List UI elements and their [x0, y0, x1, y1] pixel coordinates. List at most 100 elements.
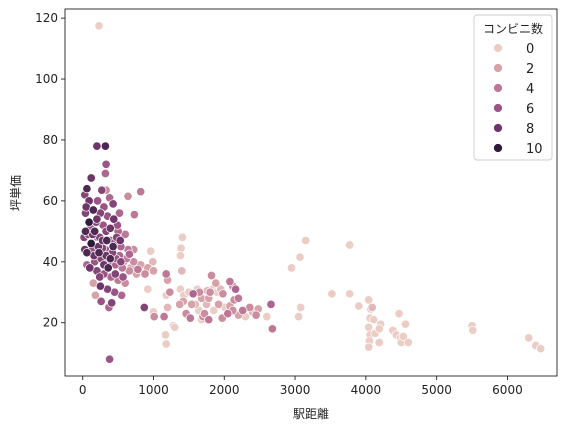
data-point: [90, 290, 100, 300]
legend-marker: [493, 123, 503, 133]
legend-marker: [493, 143, 503, 153]
data-point: [161, 339, 171, 349]
y-tick-label: 120: [35, 11, 58, 25]
data-point: [364, 342, 374, 352]
data-point: [105, 223, 115, 233]
data-point: [536, 344, 546, 354]
data-point: [400, 319, 411, 329]
data-point: [175, 299, 185, 309]
y-tick-label: 40: [43, 255, 58, 269]
data-point: [177, 266, 187, 276]
data-point: [129, 210, 139, 220]
legend-entries: 0 2 4 6 8 10: [493, 42, 543, 157]
x-tick-label: 4000: [351, 383, 382, 397]
data-point: [146, 246, 156, 256]
y-tick-label: 100: [35, 72, 58, 86]
x-tick-label: 5000: [421, 383, 452, 397]
data-point: [206, 270, 217, 281]
data-point: [165, 287, 175, 297]
data-point: [225, 277, 235, 287]
data-point: [296, 302, 306, 313]
data-point: [139, 302, 149, 313]
data-point: [364, 295, 374, 305]
data-point: [176, 243, 186, 253]
data-point: [92, 214, 102, 224]
data-point: [114, 208, 125, 218]
data-point: [115, 235, 125, 246]
legend-label: 8: [526, 122, 534, 137]
legend-label: 2: [526, 62, 534, 77]
data-point: [364, 322, 374, 332]
x-tick-label: 6000: [492, 383, 523, 397]
y-tick-label: 20: [43, 316, 58, 330]
data-point: [86, 173, 96, 183]
y-axis: 20 40 60 80 100 120: [35, 11, 65, 330]
data-point: [327, 289, 337, 299]
data-point: [95, 272, 105, 282]
data-point: [251, 310, 261, 320]
data-point: [103, 263, 113, 273]
data-point: [369, 315, 379, 325]
x-tick-label: 2000: [209, 383, 240, 397]
data-point: [96, 296, 106, 306]
data-point: [124, 249, 134, 259]
data-point: [262, 312, 272, 322]
data-point: [82, 248, 92, 258]
data-point: [109, 214, 119, 224]
data-point: [403, 337, 413, 348]
data-point: [187, 299, 197, 309]
data-point: [177, 232, 188, 242]
data-point: [345, 289, 355, 299]
data-point: [136, 187, 146, 197]
data-point: [133, 264, 143, 274]
data-point: [374, 324, 384, 334]
data-point: [92, 141, 102, 151]
data-point: [159, 312, 169, 322]
points-layer: [79, 21, 546, 364]
data-point: [86, 238, 96, 249]
data-point: [233, 293, 243, 303]
legend-marker: [493, 83, 503, 93]
data-point: [223, 309, 233, 319]
data-point: [354, 301, 364, 311]
data-point: [301, 235, 311, 246]
data-point: [149, 312, 159, 322]
x-axis: 0 1000 2000 3000 4000 5000 6000: [79, 376, 523, 397]
data-point: [204, 315, 214, 325]
data-point: [295, 252, 305, 262]
data-point: [85, 263, 95, 273]
data-point: [94, 21, 104, 31]
data-point: [88, 205, 98, 215]
data-point: [218, 289, 228, 299]
x-axis-label: 駅距離: [293, 407, 329, 421]
data-point: [84, 217, 94, 227]
data-point: [345, 240, 355, 250]
data-point: [170, 322, 180, 332]
data-point: [468, 325, 478, 335]
legend-label: 0: [526, 42, 534, 57]
legend-title: コンビニ数: [483, 21, 543, 36]
data-point: [105, 354, 115, 364]
data-point: [102, 235, 112, 246]
data-point: [185, 313, 195, 323]
data-point: [163, 302, 173, 313]
data-point: [118, 272, 128, 282]
data-point: [97, 185, 107, 195]
legend-label: 10: [526, 142, 543, 157]
data-point: [374, 337, 384, 348]
x-tick-label: 3000: [280, 383, 311, 397]
data-point: [214, 299, 224, 309]
data-point: [93, 196, 103, 206]
data-point: [188, 289, 198, 299]
data-point: [90, 226, 100, 236]
legend-marker: [493, 63, 503, 73]
y-tick-label: 60: [43, 194, 58, 208]
data-point: [231, 284, 241, 294]
data-point: [394, 309, 404, 319]
data-point: [107, 298, 117, 308]
data-point: [148, 266, 159, 276]
data-point: [108, 242, 118, 252]
data-point: [211, 278, 221, 288]
data-point: [100, 141, 110, 151]
